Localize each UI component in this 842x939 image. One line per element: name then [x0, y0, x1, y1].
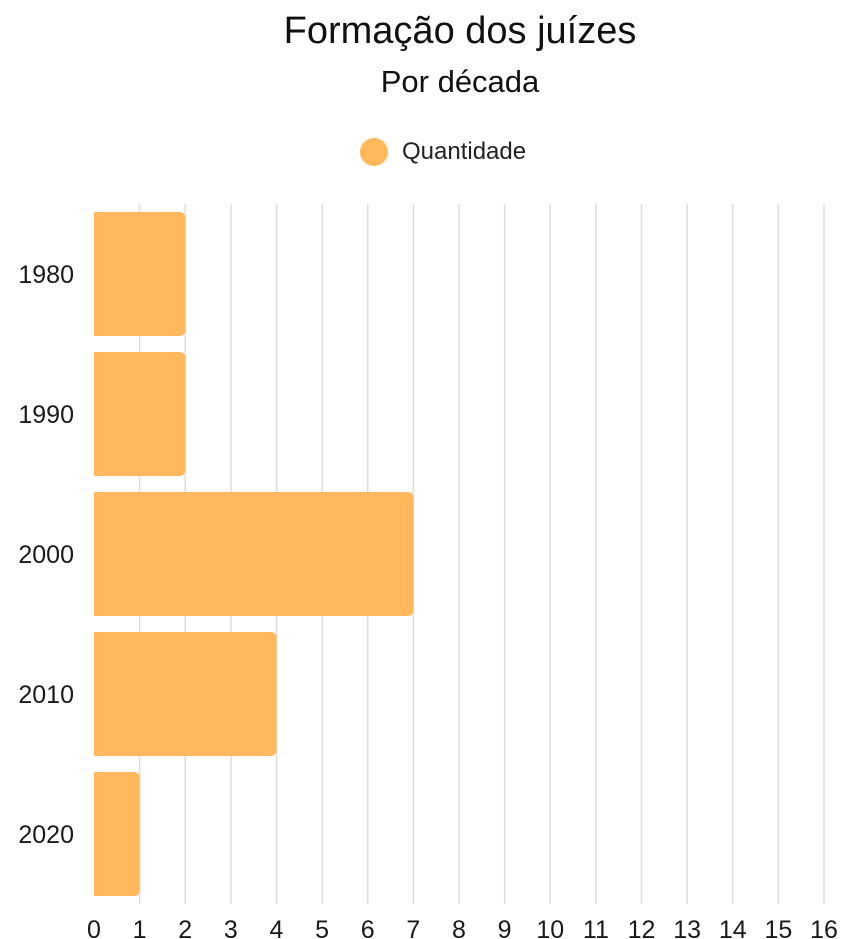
x-tick-label: 16	[810, 916, 838, 939]
x-tick-label: 14	[719, 916, 747, 939]
x-tick-label: 0	[87, 916, 101, 939]
x-tick-label: 13	[673, 916, 701, 939]
x-tick-label: 5	[315, 916, 329, 939]
x-tick-label: 12	[628, 916, 656, 939]
x-tick-label: 6	[361, 916, 375, 939]
legend-label-quantidade: Quantidade	[402, 138, 527, 165]
chart-subtitle: Por década	[380, 64, 540, 99]
y-tick-label: 2000	[18, 541, 74, 569]
y-tick-label: 1990	[18, 401, 74, 429]
bar-2000[interactable]	[94, 492, 414, 616]
x-tick-label: 4	[270, 916, 284, 939]
x-tick-label: 2	[178, 916, 192, 939]
bars	[94, 212, 414, 896]
y-axis-tick-labels: 1980 1990 2000 2010 2020	[18, 261, 74, 849]
x-tick-label: 9	[498, 916, 512, 939]
x-tick-label: 7	[406, 916, 420, 939]
y-tick-label: 2010	[18, 681, 74, 709]
bar-1990[interactable]	[94, 352, 186, 476]
y-tick-label: 2020	[18, 821, 74, 849]
legend[interactable]: Quantidade	[360, 138, 526, 166]
x-tick-label: 1	[133, 916, 147, 939]
x-tick-label: 11	[583, 916, 609, 939]
x-axis-tick-labels: 0 1 2 3 4 5 6 7 8 9 10 11 12 13 14 15 16	[87, 916, 838, 939]
chart-title: Formação dos juízes	[283, 10, 637, 52]
bar-2010[interactable]	[94, 632, 277, 756]
bar-2020[interactable]	[94, 772, 140, 896]
x-tick-label: 15	[764, 916, 792, 939]
legend-swatch	[360, 138, 388, 166]
x-tick-label: 10	[536, 916, 564, 939]
bar-1980[interactable]	[94, 212, 186, 336]
x-tick-label: 3	[224, 916, 238, 939]
x-tick-label: 8	[452, 916, 466, 939]
y-tick-label: 1980	[18, 261, 74, 289]
